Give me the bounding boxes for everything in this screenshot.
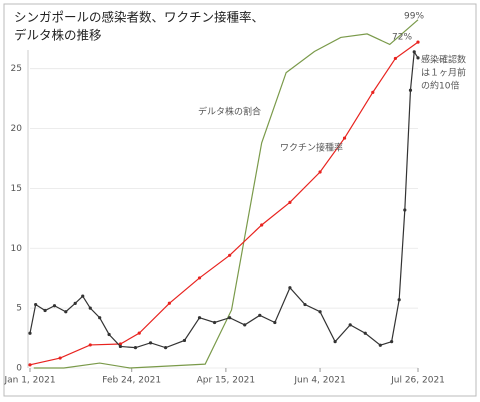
point	[416, 40, 420, 44]
frame	[3, 3, 477, 397]
x-tick-label: Jul 26, 2021	[390, 376, 445, 386]
annotation: は１ヶ月前	[421, 67, 466, 79]
point	[412, 50, 416, 54]
point	[348, 323, 352, 327]
point	[260, 223, 264, 227]
x-tick-label: Jun 4, 2021	[293, 376, 345, 386]
point	[273, 320, 277, 325]
point	[52, 304, 57, 308]
point	[342, 136, 347, 140]
point	[408, 88, 413, 92]
annotation: ワクチン接種率	[280, 142, 343, 154]
annotation: 72%	[392, 33, 412, 43]
point	[197, 276, 202, 280]
point	[73, 301, 77, 305]
point	[416, 56, 420, 60]
point	[318, 170, 322, 174]
point	[167, 301, 171, 305]
point	[164, 346, 168, 350]
point	[303, 302, 307, 307]
point	[228, 253, 232, 257]
point	[243, 323, 247, 327]
point	[28, 363, 32, 367]
point	[197, 316, 202, 320]
annotation: の約10倍	[421, 80, 459, 92]
point	[88, 306, 92, 310]
point	[258, 313, 262, 317]
point	[182, 338, 187, 343]
point	[107, 332, 111, 337]
x-tick-label: Apr 15, 2021	[197, 376, 256, 386]
x-tick-label: Jan 1, 2021	[3, 376, 55, 386]
annotation: 感染確認数	[421, 54, 466, 66]
annotation: デルタ株の割合	[198, 106, 261, 118]
point	[397, 298, 401, 302]
point	[288, 286, 292, 290]
point	[43, 308, 47, 313]
point	[88, 343, 92, 347]
y-tick-label: 0	[16, 364, 22, 374]
x-tick-label: Feb 24, 2021	[102, 376, 161, 386]
point	[28, 331, 32, 335]
y-tick-label: 25	[11, 64, 22, 74]
point	[212, 320, 217, 325]
annotation: 99%	[404, 12, 424, 22]
point	[228, 316, 232, 320]
point	[133, 346, 138, 350]
y-tick-label: 20	[11, 124, 23, 134]
point	[81, 294, 85, 298]
point	[34, 302, 38, 307]
point	[390, 340, 394, 344]
series-line	[33, 19, 419, 369]
series-line	[29, 50, 419, 349]
point	[58, 356, 62, 360]
y-tick-label: 15	[11, 184, 22, 194]
point	[118, 344, 123, 349]
point	[403, 208, 407, 212]
chart-title: デルタ株の推移	[14, 28, 102, 43]
chart-title: シンガポールの感染者数、ワクチン接種率、	[14, 10, 264, 25]
point	[363, 331, 367, 335]
point	[98, 316, 102, 320]
point	[393, 56, 397, 61]
point	[378, 343, 382, 347]
point	[333, 340, 337, 344]
point	[137, 331, 141, 335]
point	[64, 310, 68, 314]
y-tick-label: 5	[16, 304, 22, 314]
point	[288, 200, 292, 204]
point	[148, 341, 153, 345]
point	[371, 90, 375, 94]
point	[318, 310, 322, 314]
y-tick-label: 10	[11, 244, 23, 254]
